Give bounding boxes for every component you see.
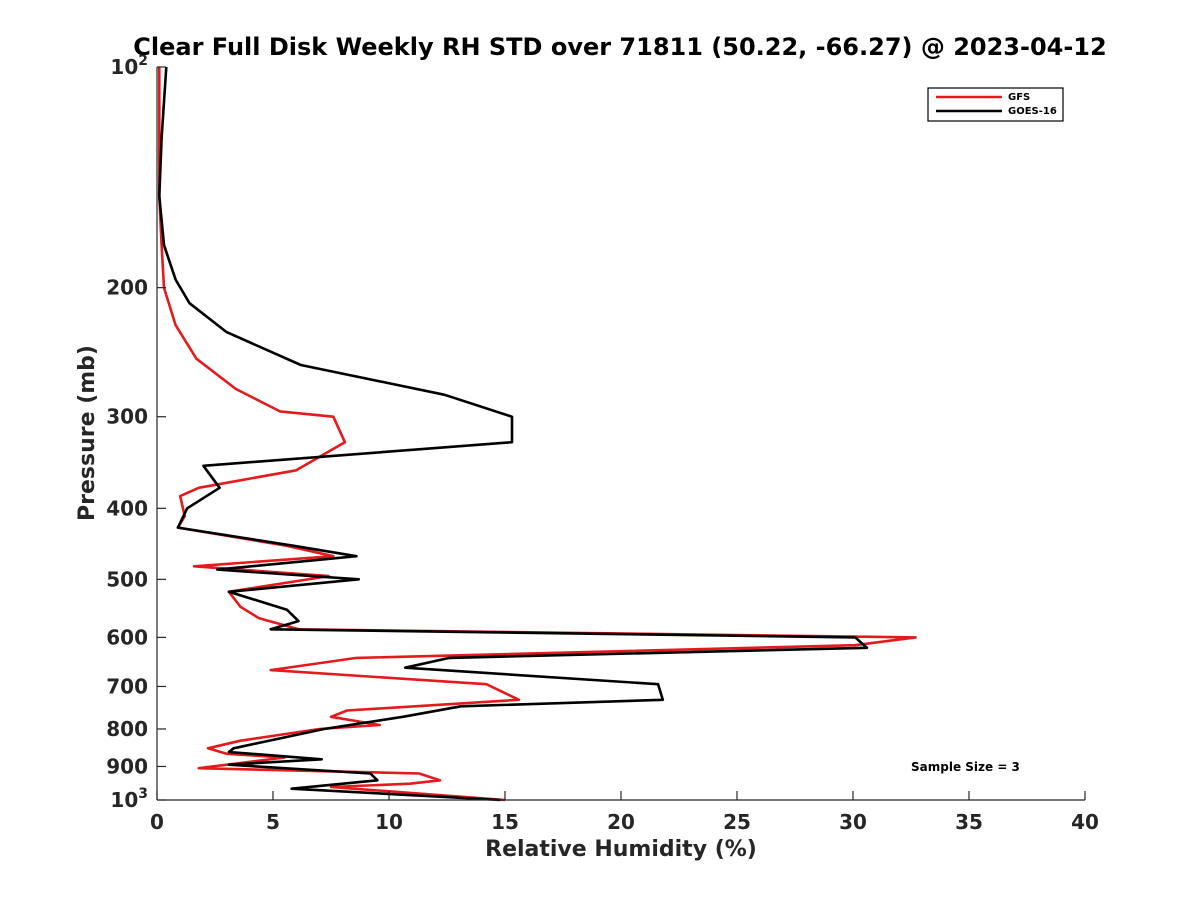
legend: GFS GOES-16	[927, 87, 1064, 122]
x-tick-label: 5	[266, 810, 280, 834]
y-tick-label: 800	[106, 717, 148, 741]
x-tick-label: 0	[150, 810, 164, 834]
x-tick-label: 20	[607, 810, 635, 834]
y-axis-label: Pressure (mb)	[75, 345, 100, 521]
y-tick-label: 500	[106, 567, 148, 591]
x-tick-label: 15	[491, 810, 519, 834]
plot-area	[157, 67, 1085, 800]
y-axis-ticks: 102 200 300 400 500 600 700 800 900 103	[106, 53, 166, 812]
y-tick-label: 400	[106, 496, 148, 520]
y-tick-label: 102	[110, 53, 148, 79]
series-line-goes-16	[158, 66, 869, 802]
y-tick-label: 200	[106, 276, 148, 300]
series-layer	[158, 66, 917, 802]
chart-title: Clear Full Disk Weekly RH STD over 71811…	[133, 33, 1106, 61]
x-axis-ticks: 0 5 10 15 20 25 30 35 40	[150, 791, 1099, 834]
legend-label-gfs: GFS	[1008, 92, 1030, 103]
y-tick-label: 900	[106, 754, 148, 778]
y-tick-label: 103	[110, 786, 148, 812]
y-tick-label: 700	[106, 674, 148, 698]
legend-box	[927, 87, 1064, 122]
sample-size-annotation: Sample Size = 3	[911, 760, 1020, 774]
series-line-gfs	[158, 67, 917, 802]
y-tick-label: 600	[106, 625, 148, 649]
x-tick-label: 10	[375, 810, 403, 834]
x-tick-label: 35	[955, 810, 983, 834]
x-axis-label: Relative Humidity (%)	[485, 837, 757, 862]
x-tick-label: 40	[1071, 810, 1099, 834]
x-tick-label: 25	[723, 810, 751, 834]
legend-label-goes16: GOES-16	[1008, 106, 1057, 117]
y-tick-label: 300	[106, 405, 148, 429]
x-tick-label: 30	[839, 810, 867, 834]
